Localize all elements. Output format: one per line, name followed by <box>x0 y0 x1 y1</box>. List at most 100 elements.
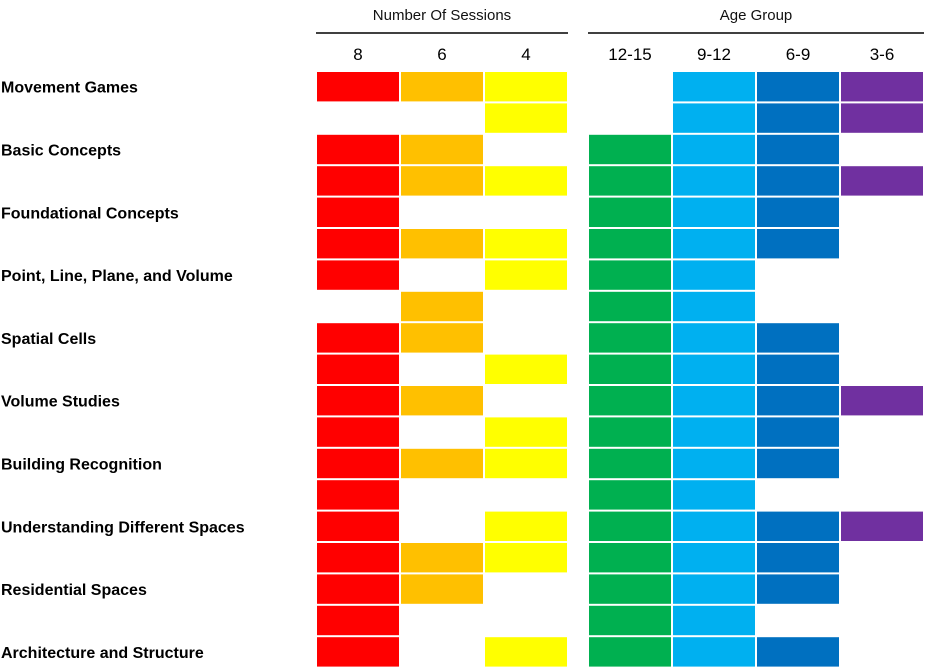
cell-r11-c0 <box>317 417 399 447</box>
group-title-0: Number Of Sessions <box>373 7 511 24</box>
cell-r10-c5 <box>757 386 839 416</box>
row-label-5: Volume Studies <box>1 394 120 411</box>
cell-r9-c5 <box>757 354 839 384</box>
cell-r12-c4 <box>673 448 755 479</box>
cell-r16-c3 <box>589 574 671 604</box>
cell-r10-c4 <box>673 386 755 416</box>
cell-r11-c2 <box>485 417 567 447</box>
cell-r1-c6 <box>841 103 923 133</box>
cell-r8-c3 <box>589 323 671 353</box>
cell-r8-c4 <box>673 323 755 353</box>
cell-r4-c4 <box>673 197 755 227</box>
cell-r8-c1 <box>401 323 483 353</box>
cell-r5-c1 <box>401 229 483 259</box>
cell-r0-c1 <box>401 72 483 102</box>
cell-r10-c6 <box>841 386 923 416</box>
cell-r4-c5 <box>757 197 839 227</box>
cell-r1-c2 <box>485 103 567 133</box>
cell-r12-c1 <box>401 448 483 479</box>
cell-r12-c0 <box>317 448 399 479</box>
cell-r15-c3 <box>589 543 671 573</box>
cell-r16-c1 <box>401 574 483 604</box>
column-label-1: 6 <box>437 45 446 64</box>
cell-r15-c4 <box>673 543 755 573</box>
cell-r3-c3 <box>589 166 671 196</box>
row-label-0: Movement Games <box>1 80 138 97</box>
cell-r14-c5 <box>757 511 839 541</box>
cell-r5-c4 <box>673 229 755 259</box>
cell-r3-c6 <box>841 166 923 196</box>
cell-r17-c4 <box>673 605 755 636</box>
cell-r0-c4 <box>673 72 755 102</box>
cell-r7-c4 <box>673 291 755 322</box>
cell-r3-c2 <box>485 166 567 196</box>
row-label-8: Residential Spaces <box>1 582 147 599</box>
cell-r3-c5 <box>757 166 839 196</box>
cell-r12-c3 <box>589 448 671 479</box>
row-label-1: Basic Concepts <box>1 143 121 160</box>
cell-r9-c0 <box>317 354 399 384</box>
cell-r4-c3 <box>589 197 671 227</box>
cell-r6-c2 <box>485 260 567 290</box>
cell-r18-c2 <box>485 637 567 667</box>
cell-r0-c5 <box>757 72 839 102</box>
column-label-6: 3-6 <box>870 45 895 64</box>
cell-r18-c0 <box>317 637 399 667</box>
cell-r2-c1 <box>401 134 483 165</box>
cell-r1-c5 <box>757 103 839 133</box>
cell-r9-c3 <box>589 354 671 384</box>
column-label-0: 8 <box>353 45 362 64</box>
cell-r5-c2 <box>485 229 567 259</box>
cell-r18-c5 <box>757 637 839 667</box>
cell-r17-c3 <box>589 605 671 636</box>
cell-r13-c4 <box>673 480 755 510</box>
cell-r15-c0 <box>317 543 399 573</box>
row-label-4: Spatial Cells <box>1 331 96 348</box>
cell-r2-c5 <box>757 134 839 165</box>
cell-r18-c3 <box>589 637 671 667</box>
cell-r1-c4 <box>673 103 755 133</box>
cell-r4-c0 <box>317 197 399 227</box>
cell-r16-c0 <box>317 574 399 604</box>
cell-r10-c0 <box>317 386 399 416</box>
cell-r5-c3 <box>589 229 671 259</box>
cell-r8-c0 <box>317 323 399 353</box>
cell-r6-c3 <box>589 260 671 290</box>
cell-r12-c5 <box>757 448 839 479</box>
cell-r14-c3 <box>589 511 671 541</box>
row-label-3: Point, Line, Plane, and Volume <box>1 268 233 285</box>
cell-r6-c4 <box>673 260 755 290</box>
cell-r9-c4 <box>673 354 755 384</box>
row-label-6: Building Recognition <box>1 457 162 474</box>
cell-r11-c3 <box>589 417 671 447</box>
row-label-7: Understanding Different Spaces <box>1 519 245 536</box>
column-label-3: 12-15 <box>608 45 651 64</box>
cell-r9-c2 <box>485 354 567 384</box>
column-label-2: 4 <box>521 45 530 64</box>
cell-r15-c1 <box>401 543 483 573</box>
column-label-5: 6-9 <box>786 45 811 64</box>
cell-r16-c5 <box>757 574 839 604</box>
cell-r12-c2 <box>485 448 567 479</box>
cell-r3-c1 <box>401 166 483 196</box>
cell-r3-c4 <box>673 166 755 196</box>
cell-r3-c0 <box>317 166 399 196</box>
column-label-4: 9-12 <box>697 45 731 64</box>
cell-r5-c5 <box>757 229 839 259</box>
cell-r14-c4 <box>673 511 755 541</box>
cell-r13-c0 <box>317 480 399 510</box>
cell-r7-c3 <box>589 291 671 322</box>
cell-r2-c0 <box>317 134 399 165</box>
row-label-9: Architecture and Structure <box>1 645 204 662</box>
cell-r5-c0 <box>317 229 399 259</box>
cell-r2-c4 <box>673 134 755 165</box>
cell-r16-c4 <box>673 574 755 604</box>
cell-r6-c0 <box>317 260 399 290</box>
cell-r10-c3 <box>589 386 671 416</box>
cell-r15-c5 <box>757 543 839 573</box>
cell-r14-c2 <box>485 511 567 541</box>
group-title-1: Age Group <box>720 7 793 24</box>
cell-r11-c5 <box>757 417 839 447</box>
cell-r11-c4 <box>673 417 755 447</box>
